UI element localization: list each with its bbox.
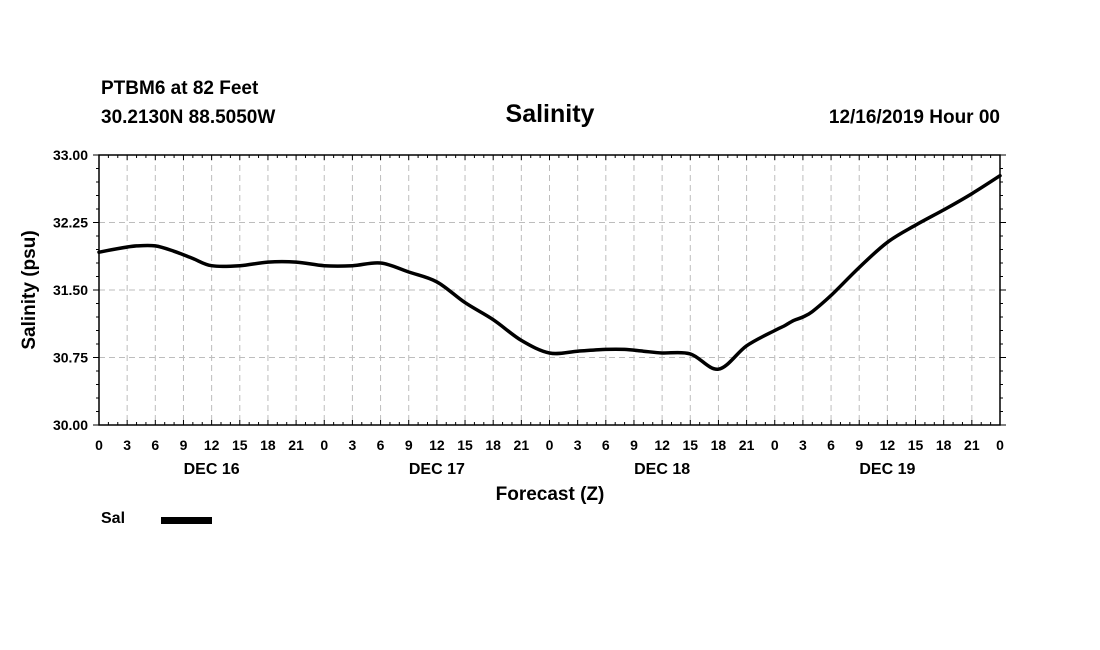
x-tick-label: 18 [260,437,276,453]
y-tick-label: 30.00 [53,417,88,433]
x-tick-label: 18 [485,437,501,453]
x-tick-label: 6 [151,437,159,453]
x-tick-label: 9 [180,437,188,453]
datetime-label: 12/16/2019 Hour 00 [828,107,1000,128]
x-tick-label: 21 [514,437,530,453]
legend-swatch-sal [161,517,212,524]
series-line-sal [97,173,1002,371]
y-tick-labels: 30.00 30.75 31.50 32.25 33.00 [53,147,88,433]
y-tick-label: 30.75 [53,350,88,366]
x-tick-label: 15 [908,437,924,453]
x-tick-label: 21 [739,437,755,453]
day-label: DEC 19 [859,461,915,478]
y-tick-label: 32.25 [53,215,88,231]
legend-label-sal: Sal [101,510,126,527]
x-tick-label: 3 [574,437,582,453]
x-tick-label: 9 [630,437,638,453]
chart-title: Salinity [505,100,595,128]
x-tick-label: 21 [964,437,980,453]
station-label: PTBM6 at 82 Feet [101,78,259,99]
x-tick-label: 0 [996,437,1004,453]
x-tick-label: 0 [95,437,103,453]
x-tick-label: 15 [457,437,473,453]
x-tick-label: 0 [546,437,554,453]
x-tick-label: 12 [880,437,896,453]
day-label: DEC 17 [409,461,465,478]
x-tick-label: 18 [711,437,727,453]
x-tick-label: 0 [320,437,328,453]
grid-lines [99,155,1000,425]
x-tick-label: 3 [349,437,357,453]
x-tick-label: 6 [827,437,835,453]
y-axis-label: Salinity (psu) [19,230,40,349]
y-tick-label: 31.50 [53,282,88,298]
x-tick-label: 0 [771,437,779,453]
x-tick-label: 6 [377,437,385,453]
x-tick-label: 12 [204,437,220,453]
x-tick-label: 12 [429,437,445,453]
day-labels: DEC 16 DEC 17 DEC 18 DEC 19 [184,461,916,478]
x-tick-label: 3 [123,437,131,453]
x-tick-label: 9 [855,437,863,453]
y-tick-label: 33.00 [53,147,88,163]
x-tick-label: 9 [405,437,413,453]
day-label: DEC 18 [634,461,690,478]
x-tick-label: 6 [602,437,610,453]
x-tick-label: 18 [936,437,952,453]
x-tick-label: 3 [799,437,807,453]
x-tick-label: 21 [288,437,304,453]
day-label: DEC 16 [184,461,240,478]
plot-frame [98,154,1001,426]
x-axis-label: Forecast (Z) [496,484,605,505]
x-tick-label: 15 [232,437,248,453]
location-label: 30.2130N 88.5050W [101,107,276,128]
x-tick-labels: 0 3 6 9 12 15 18 21 0 3 6 9 12 15 18 21 0 3 6 9 12 15 18 21 0 3 6 9… [95,437,1004,453]
x-tick-label: 12 [654,437,670,453]
x-tick-label: 15 [682,437,698,453]
